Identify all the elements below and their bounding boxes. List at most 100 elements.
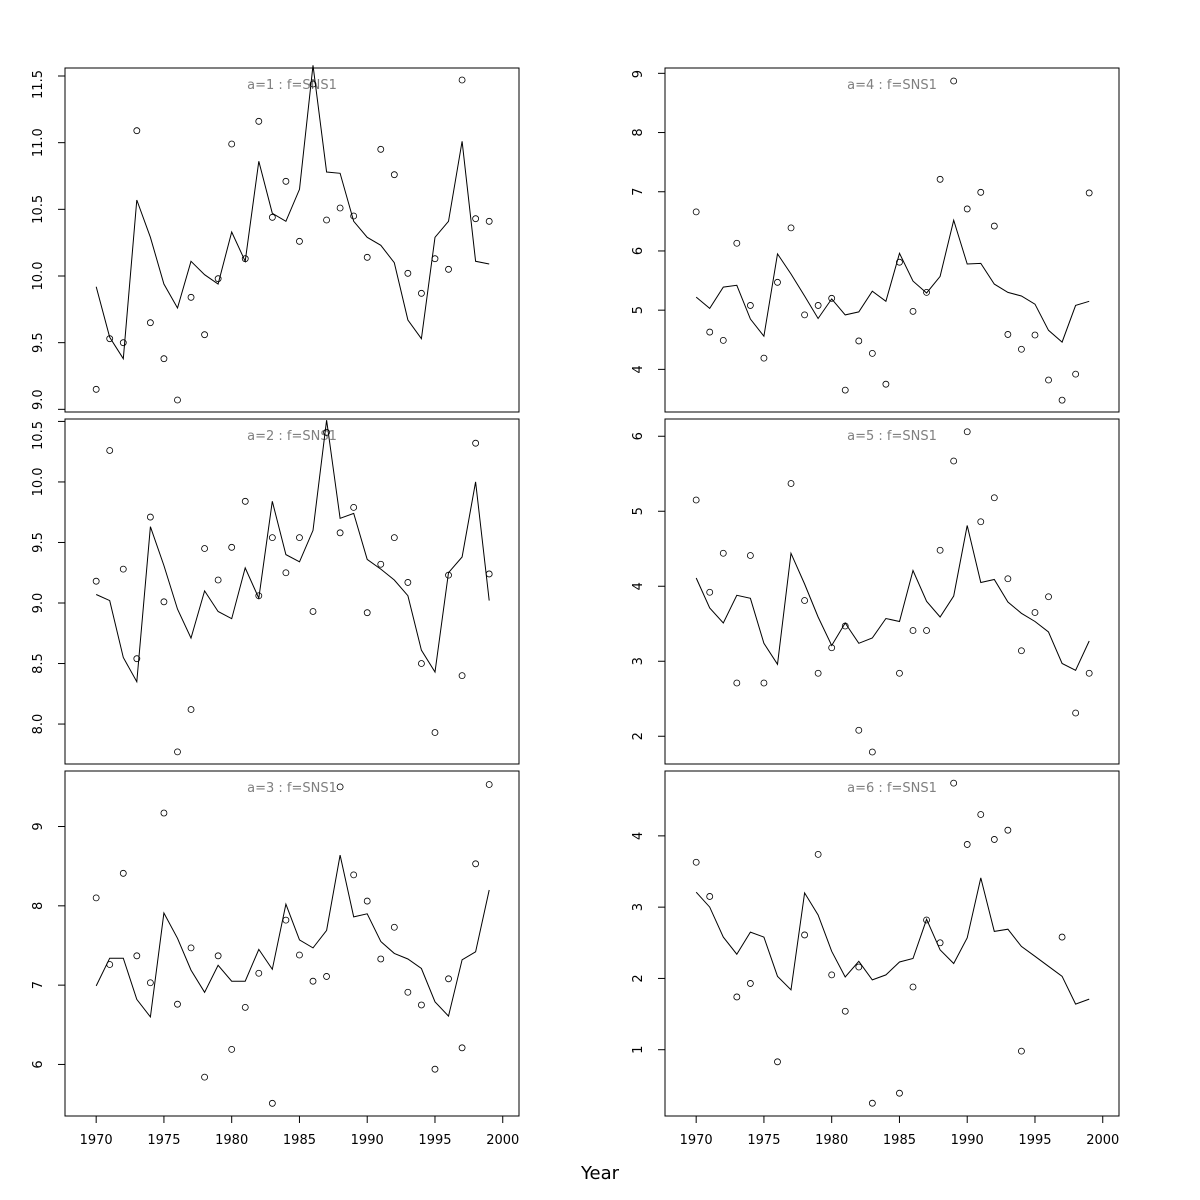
data-point bbox=[390, 923, 398, 931]
fitted-line bbox=[695, 525, 1090, 671]
data-point bbox=[1085, 189, 1093, 197]
x-tick-label: 1975 bbox=[147, 1133, 180, 1148]
data-point bbox=[336, 529, 344, 537]
panel-title: a=2 : f=SNS1 bbox=[247, 429, 337, 444]
panel-frame bbox=[664, 418, 1120, 765]
data-point bbox=[760, 354, 768, 362]
data-point bbox=[868, 349, 876, 357]
data-point bbox=[323, 428, 330, 436]
data-point bbox=[174, 1000, 181, 1008]
data-point bbox=[106, 447, 114, 454]
data-point bbox=[268, 1099, 276, 1107]
y-tick-label: 11.0 bbox=[31, 128, 46, 157]
x-tick-label: 2000 bbox=[1086, 1133, 1119, 1148]
panel-title: a=6 : f=SNS1 bbox=[847, 781, 937, 796]
data-point bbox=[1004, 575, 1012, 583]
data-point bbox=[133, 655, 141, 663]
data-point bbox=[801, 931, 808, 939]
data-point bbox=[733, 239, 741, 247]
y-tick-label: 8 bbox=[631, 128, 646, 136]
x-tick-label: 1990 bbox=[351, 1133, 384, 1148]
panel-title: a=3 : f=SNS1 bbox=[247, 781, 337, 796]
data-point bbox=[350, 212, 358, 220]
data-point bbox=[841, 622, 849, 630]
data-point bbox=[963, 205, 971, 213]
data-point bbox=[472, 860, 480, 868]
panel-frame bbox=[64, 770, 520, 1117]
data-point bbox=[255, 592, 263, 600]
data-point bbox=[963, 428, 971, 436]
data-point bbox=[146, 513, 154, 521]
data-point bbox=[1004, 331, 1012, 338]
data-point bbox=[923, 916, 930, 924]
data-point bbox=[309, 608, 317, 615]
data-point bbox=[92, 385, 100, 393]
data-point bbox=[282, 569, 290, 577]
fitted-line bbox=[95, 854, 490, 1019]
data-point bbox=[774, 278, 781, 286]
data-point bbox=[309, 80, 317, 88]
data-point bbox=[1072, 709, 1080, 717]
data-point bbox=[187, 293, 195, 301]
data-point bbox=[228, 140, 236, 148]
data-point bbox=[119, 339, 127, 347]
data-point bbox=[814, 669, 822, 677]
data-point bbox=[214, 576, 222, 584]
data-point bbox=[377, 955, 385, 963]
data-point bbox=[458, 76, 466, 84]
data-point bbox=[296, 237, 303, 245]
data-point bbox=[828, 294, 836, 302]
data-point bbox=[787, 224, 795, 232]
data-point bbox=[201, 331, 208, 339]
y-tick-label: 9.0 bbox=[31, 593, 46, 614]
y-tick-label: 7 bbox=[31, 981, 46, 989]
data-point bbox=[485, 570, 493, 578]
data-point bbox=[472, 215, 480, 223]
data-point bbox=[119, 869, 127, 877]
y-tick-label: 5 bbox=[631, 306, 646, 314]
data-point bbox=[418, 1001, 425, 1009]
data-point bbox=[92, 894, 100, 902]
data-point bbox=[458, 1044, 466, 1052]
data-point bbox=[909, 627, 917, 634]
fitted-line bbox=[95, 65, 490, 361]
data-point bbox=[404, 269, 412, 277]
x-tick-label: 1995 bbox=[1018, 1133, 1051, 1148]
data-point bbox=[814, 850, 822, 858]
y-tick-label: 6 bbox=[31, 1060, 46, 1068]
data-point bbox=[936, 175, 944, 183]
data-point bbox=[746, 302, 754, 309]
data-point bbox=[255, 117, 263, 125]
data-point bbox=[377, 560, 385, 568]
data-point bbox=[431, 729, 439, 736]
data-point bbox=[363, 897, 371, 905]
data-point bbox=[1085, 669, 1093, 677]
data-point bbox=[445, 975, 452, 983]
data-point bbox=[882, 380, 890, 388]
data-point bbox=[828, 644, 836, 652]
y-tick-label: 4 bbox=[631, 582, 646, 590]
data-point bbox=[296, 534, 303, 542]
fitted-line bbox=[695, 218, 1090, 343]
data-point bbox=[706, 893, 714, 900]
data-point bbox=[936, 939, 944, 947]
data-point bbox=[868, 748, 876, 756]
data-point bbox=[146, 319, 154, 327]
data-point bbox=[787, 480, 795, 487]
data-point bbox=[1018, 1047, 1025, 1055]
y-tick-label: 8.5 bbox=[31, 653, 46, 674]
data-point bbox=[1058, 396, 1066, 404]
y-tick-label: 8.0 bbox=[31, 714, 46, 735]
panel-3: a=3 : f=SNS1 6 7 8 9 1970 1975 1980 1985 1990 1995… bbox=[31, 770, 520, 1148]
data-point bbox=[309, 977, 317, 985]
data-point bbox=[106, 335, 114, 343]
data-point bbox=[418, 660, 425, 667]
x-tick-label: 1995 bbox=[418, 1133, 451, 1148]
data-point bbox=[323, 973, 330, 980]
data-point bbox=[160, 598, 168, 606]
data-point bbox=[1045, 376, 1052, 384]
data-point bbox=[841, 386, 849, 394]
y-tick-label: 9 bbox=[631, 70, 646, 78]
data-point bbox=[896, 1089, 903, 1097]
data-point bbox=[390, 534, 398, 542]
